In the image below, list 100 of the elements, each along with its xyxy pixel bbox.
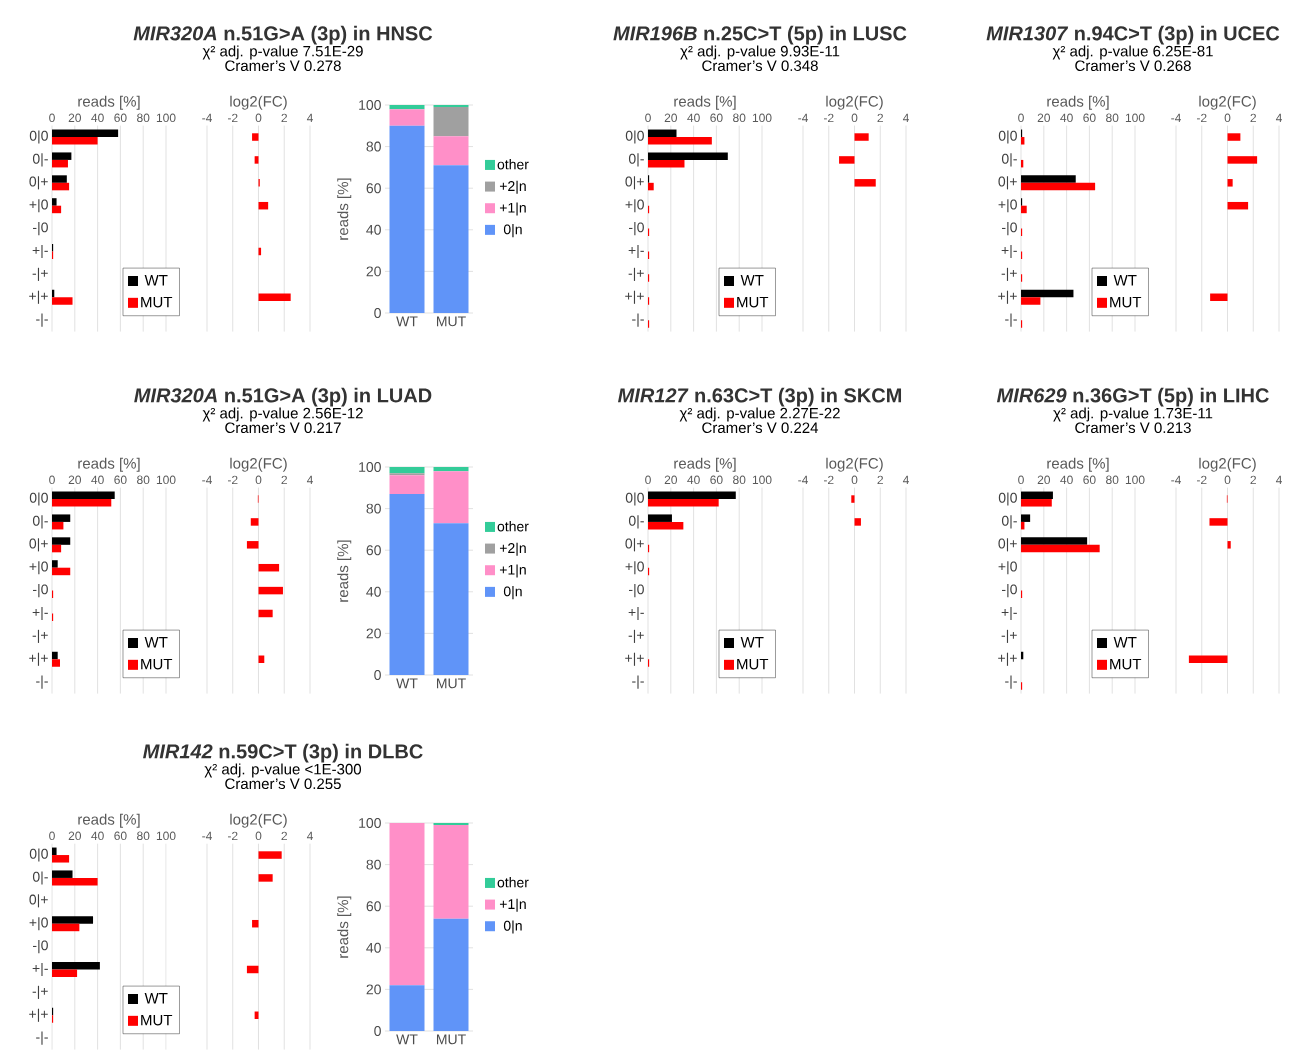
y-tick-label: +|0	[625, 199, 644, 213]
bar	[648, 137, 712, 145]
x-tick-label: -2	[823, 113, 834, 123]
x-tick-label: 100	[156, 113, 176, 123]
x-tick-label: 2	[877, 113, 883, 123]
y-tick-label: -|+	[628, 267, 644, 281]
y-tick-label: 40	[366, 942, 381, 953]
bar	[433, 918, 469, 1031]
x-axis-title: log2(FC)	[1199, 95, 1256, 110]
x-tick-label: 0	[49, 475, 55, 485]
x-axis-title: log2(FC)	[826, 95, 883, 110]
y-tick-label: 100	[359, 100, 381, 110]
bar	[258, 247, 262, 256]
legend-label: MUT	[1110, 658, 1142, 670]
bar	[1021, 297, 1041, 305]
x-tick-label: -4	[202, 831, 212, 841]
text: Cramer’s V 0.217	[225, 422, 341, 434]
legend-label: WT	[144, 993, 168, 1004]
x-tick-label: 80	[1106, 113, 1119, 123]
bar	[433, 165, 469, 313]
bar	[433, 823, 469, 826]
x-tick-label: 0	[645, 113, 651, 123]
text: Cramer’s V 0.278	[225, 60, 341, 72]
x-tick-label: 40	[687, 475, 700, 485]
y-tick-label: 100	[359, 818, 381, 828]
bar	[433, 136, 469, 166]
x-tick-label: 60	[710, 113, 723, 123]
bar	[389, 473, 425, 476]
x-axis-title: log2(FC)	[1199, 457, 1256, 472]
x-tick-label: 60	[710, 475, 723, 485]
y-tick-label: -|0	[629, 222, 644, 236]
y-tick-label: -|+	[32, 267, 48, 281]
x-axis-title: reads [%]	[674, 457, 736, 472]
chart-title: MIR142 n.59C>T (3p) in DLBC	[143, 743, 423, 763]
y-tick-label: -|0	[33, 222, 48, 236]
bar	[389, 104, 425, 110]
y-tick-label: 0|+	[625, 538, 644, 552]
x-axis-title: reads [%]	[674, 95, 736, 110]
bar	[52, 514, 71, 522]
x-tick-label: -2	[227, 831, 238, 841]
x-axis-title: log2(FC)	[826, 457, 883, 472]
bar	[1021, 137, 1025, 145]
x-tick-label: 0	[255, 113, 262, 123]
bar	[1021, 514, 1031, 522]
x-axis-title: reads [%]	[1047, 457, 1109, 472]
x-tick-label: 100	[1125, 475, 1145, 485]
x-tick-label: -2	[1196, 475, 1207, 485]
x-tick-label: 100	[1125, 113, 1145, 123]
x-axis-title: reads [%]	[1047, 95, 1109, 110]
y-tick-label: 20	[366, 984, 381, 995]
y-tick-label: -|+	[1001, 267, 1017, 281]
bar	[52, 537, 71, 545]
bar	[258, 201, 269, 210]
x-tick-label: 80	[1106, 475, 1119, 485]
bar	[648, 152, 728, 160]
y-tick-label: 60	[366, 901, 381, 912]
legend-label: WT	[144, 275, 168, 286]
y-tick-label: 0|-	[32, 871, 48, 885]
x-tick-label: 4	[902, 113, 909, 123]
legend-label: +1|n	[499, 564, 526, 578]
y-tick-label: 0|0	[29, 848, 48, 862]
bar	[258, 586, 283, 595]
y-tick-label: 100	[359, 462, 381, 472]
legend-label: other	[497, 159, 529, 170]
y-tick-label: 0|+	[625, 176, 644, 190]
x-tick-label: -4	[202, 113, 212, 123]
chart-subtitle: χ² adj. p-value 2.56E-12	[202, 407, 363, 422]
bar	[52, 916, 94, 924]
x-tick-label: -4	[798, 113, 808, 123]
y-tick-label: 0|-	[1001, 515, 1017, 529]
x-tick-label: 80	[733, 113, 746, 123]
text: Cramer’s V 0.224	[702, 422, 819, 434]
legend-label: WT	[740, 637, 764, 648]
bar	[1021, 205, 1027, 214]
x-axis-title: log2(FC)	[230, 813, 287, 828]
x-tick-label: 4	[1275, 475, 1282, 485]
x-tick-label: -2	[823, 475, 834, 485]
y-tick-label: -|-	[36, 675, 48, 689]
legend-label: other	[497, 521, 529, 532]
x-tick-label: 80	[137, 475, 150, 485]
x-tick-label: 0	[255, 475, 262, 485]
y-tick-label: 0	[374, 1026, 381, 1036]
x-tick-label: 20	[68, 113, 82, 123]
legend-label: MUT	[141, 1014, 173, 1026]
y-tick-label: 0|+	[998, 176, 1017, 190]
bar	[433, 471, 469, 524]
bar	[52, 847, 57, 856]
y-tick-label: -|+	[32, 985, 48, 999]
y-tick-label: +|0	[29, 917, 48, 931]
text: Cramer’s V 0.268	[1075, 60, 1191, 72]
bar	[389, 466, 425, 474]
y-tick-label: -|0	[1002, 584, 1017, 598]
bar	[52, 297, 73, 305]
y-axis-title: reads [%]	[337, 540, 352, 602]
bar	[52, 182, 70, 191]
legend-label: 0|n	[503, 586, 522, 600]
bar	[250, 518, 259, 526]
bar	[52, 870, 73, 878]
y-tick-label: 0|0	[998, 130, 1017, 144]
x-tick-label: 40	[1060, 475, 1073, 485]
